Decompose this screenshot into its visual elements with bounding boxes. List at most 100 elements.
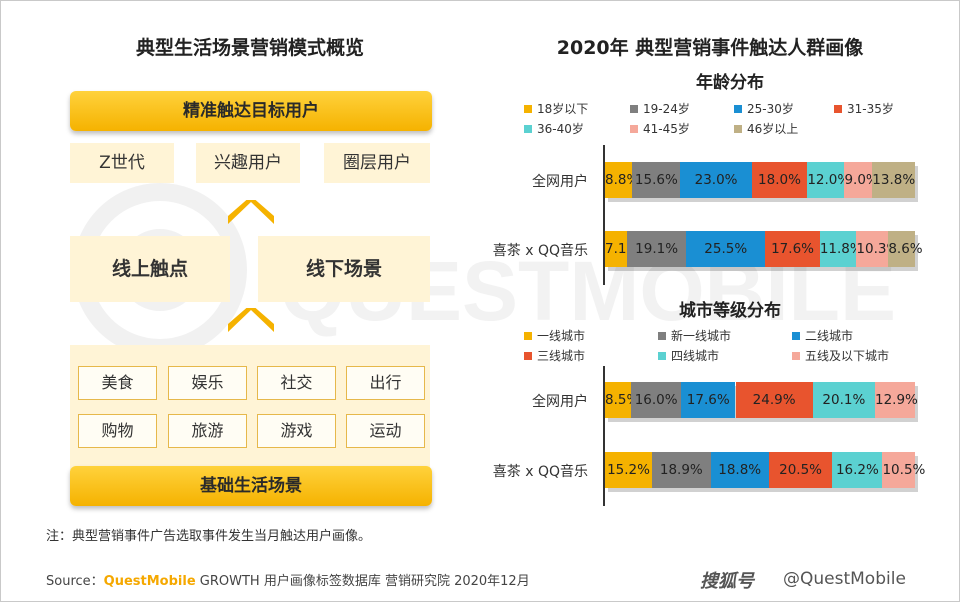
sohu-brand: 搜狐号 <box>700 571 754 592</box>
bar-segment <box>680 162 752 198</box>
data-label: 12.9% <box>875 392 918 408</box>
source-prefix: Source： <box>46 574 104 589</box>
bar-segment <box>605 382 632 418</box>
chevron-up-icon <box>228 308 274 332</box>
user-tag-circle: 圈层用户 <box>324 143 430 183</box>
chart-axis <box>603 366 605 506</box>
credit-handle: @QuestMobile <box>783 569 906 589</box>
source-line: Source：QuestMobile GROWTH 用户画像标签数据库 营销研究… <box>46 570 530 589</box>
bar-segment <box>765 231 820 267</box>
basic-scene-bar: 基础生活场景 <box>70 466 432 506</box>
scene-tile: 游戏 <box>257 414 336 448</box>
user-tag-gen-z: Z世代 <box>70 143 174 183</box>
data-label: 16.0% <box>634 392 678 408</box>
scene-tile: 社交 <box>257 366 336 400</box>
legend-swatch <box>524 332 532 340</box>
legend-label: 二线城市 <box>805 329 854 343</box>
legend-swatch <box>792 332 800 340</box>
data-label: 8.5% <box>605 392 640 408</box>
source-text: GROWTH 用户画像标签数据库 营销研究院 2020年12月 <box>195 574 530 589</box>
data-label: 25.5% <box>704 241 748 257</box>
bar-segment <box>686 231 766 267</box>
scene-tile: 购物 <box>78 414 157 448</box>
bar-segment <box>819 231 857 267</box>
legend-swatch <box>658 352 666 360</box>
data-label: 17.6% <box>686 392 730 408</box>
legend-swatch <box>834 105 842 113</box>
scene-tile: 美食 <box>78 366 157 400</box>
data-label: 20.1% <box>822 392 866 408</box>
legend-label: 新一线城市 <box>671 329 732 343</box>
bar-segment <box>652 452 711 488</box>
bar-segment <box>680 382 736 418</box>
legend-label: 36-40岁 <box>537 122 584 136</box>
data-label: 8.8% <box>605 172 640 188</box>
legend-label: 一线城市 <box>537 329 586 343</box>
category-label: 喜茶 x QQ音乐 <box>492 243 588 259</box>
chart-axis <box>603 145 605 285</box>
scenes-panel <box>70 345 430 470</box>
scene-tile: 运动 <box>346 414 425 448</box>
right-title: 2020年 典型营销事件触达人群画像 <box>556 37 864 59</box>
bar-segment <box>875 382 915 418</box>
bar-segment <box>735 382 813 418</box>
data-label: 17.6% <box>771 241 814 257</box>
data-label: 10.5% <box>882 462 926 478</box>
data-label: 15.6% <box>634 172 678 188</box>
data-label: 24.9% <box>752 392 796 408</box>
scene-tile: 娱乐 <box>168 366 247 400</box>
data-label: 18.9% <box>659 462 703 478</box>
legend-swatch <box>524 352 532 360</box>
legend-entry: 18岁以下 <box>524 100 588 117</box>
bar-segment <box>605 452 653 488</box>
legend-label: 19-24岁 <box>643 102 690 116</box>
data-label: 10.3% <box>856 241 900 257</box>
data-label: 15.2% <box>607 462 650 478</box>
legend-swatch <box>524 125 532 133</box>
legend-swatch <box>630 105 638 113</box>
data-label: 11.8% <box>819 241 863 257</box>
bar-segment <box>832 452 883 488</box>
legend-entry: 41-45岁 <box>630 120 690 137</box>
legend-label: 41-45岁 <box>643 122 690 136</box>
bar-segment <box>856 231 889 267</box>
data-label: 13.8% <box>872 172 916 188</box>
category-label: 喜茶 x QQ音乐 <box>492 464 588 480</box>
bar-segment <box>844 162 873 198</box>
legend-label: 五线及以下城市 <box>805 349 890 363</box>
legend-entry: 31-35岁 <box>834 100 894 117</box>
legend-entry: 三线城市 <box>524 347 585 364</box>
data-label: 16.2% <box>835 462 879 478</box>
category-label: 全网用户 <box>532 174 588 190</box>
footnote: 注：典型营销事件广告选取事件发生当月触达用户画像。 <box>46 529 372 544</box>
bar-segment <box>882 452 915 488</box>
legend-entry: 二线城市 <box>792 327 853 344</box>
chart-title: 年龄分布 <box>696 73 764 93</box>
legend-swatch <box>630 125 638 133</box>
user-tag-interest: 兴趣用户 <box>196 143 300 183</box>
data-label: 23.0% <box>694 172 738 188</box>
legend-label: 四线城市 <box>671 349 720 363</box>
legend-label: 18岁以下 <box>537 102 589 116</box>
data-label: 18.0% <box>758 172 801 188</box>
legend-swatch <box>658 332 666 340</box>
bar-segment <box>872 162 915 198</box>
legend-label: 三线城市 <box>537 349 586 363</box>
legend-label: 46岁以上 <box>747 122 799 136</box>
chart-title: 城市等级分布 <box>679 301 781 321</box>
bar-segment <box>812 382 875 418</box>
legend-swatch <box>734 125 742 133</box>
bar-segment <box>632 162 681 198</box>
legend-entry: 25-30岁 <box>734 100 794 117</box>
data-label: 20.5% <box>779 462 822 478</box>
bar-segment <box>627 231 687 267</box>
legend-label: 25-30岁 <box>747 102 794 116</box>
legend-swatch <box>524 105 532 113</box>
bar-segment <box>768 452 833 488</box>
scene-tile: 出行 <box>346 366 425 400</box>
legend-entry: 19-24岁 <box>630 100 690 117</box>
offline-scene: 线下场景 <box>258 236 430 302</box>
data-label: 9.0% <box>844 172 879 188</box>
legend-entry: 四线城市 <box>658 347 719 364</box>
legend-label: 31-35岁 <box>847 102 894 116</box>
